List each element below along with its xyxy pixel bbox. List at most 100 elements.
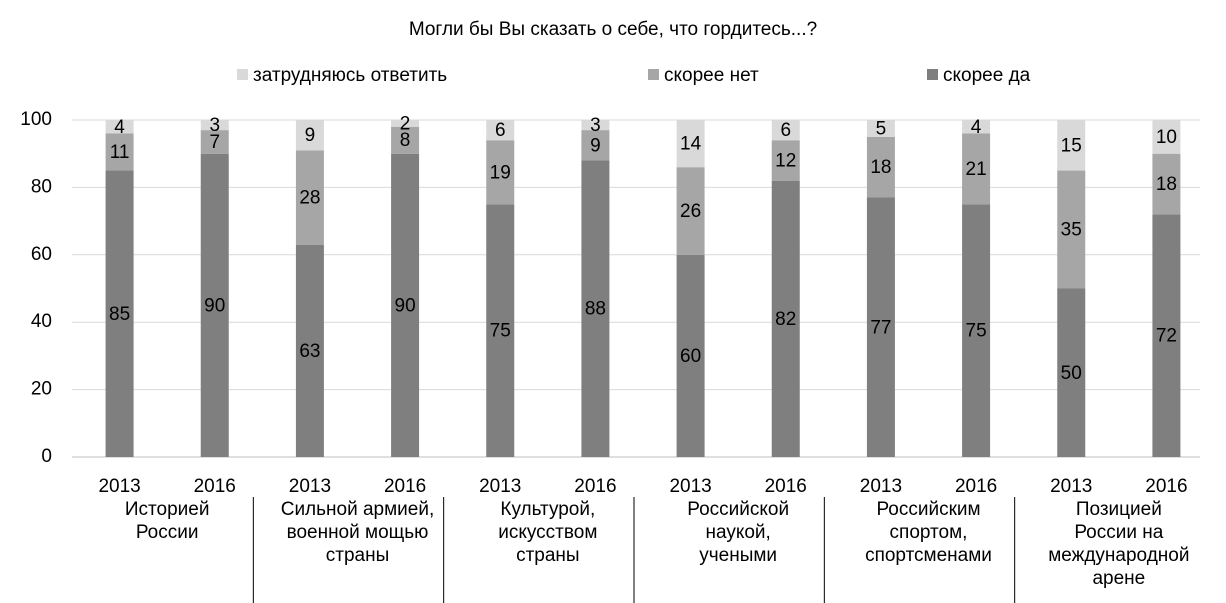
bar-segment	[200, 120, 229, 131]
x-tick-label: 2016	[765, 476, 807, 497]
bar-segment	[295, 244, 324, 457]
group-label: Сильной армией, военной мощью страны	[280, 499, 435, 566]
bar-segment	[295, 150, 324, 245]
bar-segment	[1152, 120, 1181, 154]
x-tick-label: 2013	[1050, 476, 1092, 497]
y-tick-label: 60	[31, 244, 52, 265]
legend-swatch	[237, 69, 248, 80]
data-label: 75	[490, 321, 511, 342]
data-label: 18	[870, 157, 891, 178]
group-label: Российским спортом, спортсменами	[865, 499, 992, 566]
x-tick-label: 2013	[98, 476, 140, 497]
data-label: 14	[680, 134, 702, 155]
bar-segment	[581, 120, 610, 131]
data-label: 88	[585, 299, 606, 320]
x-tick-label: 2013	[669, 476, 711, 497]
group-label: Позицией России на международной арене	[1048, 499, 1190, 589]
x-tick-label: 2016	[955, 476, 997, 497]
x-tick-label: 2016	[384, 476, 426, 497]
bar-segment	[486, 204, 515, 457]
x-tick-label: 2016	[194, 476, 236, 497]
bar-segment	[105, 120, 134, 134]
data-label: 8	[400, 130, 411, 151]
bar-segment	[962, 133, 991, 205]
data-label: 21	[966, 159, 987, 180]
bar-segment	[866, 136, 895, 198]
data-label: 12	[775, 150, 796, 171]
data-label: 50	[1061, 363, 1082, 384]
group-label: Российской наукой, учеными	[687, 499, 790, 566]
x-tick-label: 2016	[1145, 476, 1187, 497]
data-label: 60	[680, 346, 701, 367]
data-label: 9	[305, 125, 316, 146]
y-tick-label: 0	[41, 446, 52, 467]
data-label: 18	[1156, 174, 1177, 195]
x-tick-label: 2013	[479, 476, 521, 497]
bar-segment	[676, 120, 705, 168]
bar-segment	[1057, 170, 1086, 289]
data-label: 26	[680, 201, 701, 222]
legend-label: затрудняюсь ответить	[253, 65, 447, 86]
data-label: 63	[299, 341, 320, 362]
legend-label: скорее нет	[664, 65, 759, 86]
bar-segment	[200, 130, 229, 154]
bar-segment	[676, 167, 705, 255]
bar-segment	[581, 130, 610, 161]
y-tick-label: 20	[31, 379, 52, 400]
legend-label: скорее да	[943, 65, 1031, 86]
data-label: 85	[109, 304, 130, 325]
data-label: 15	[1061, 135, 1082, 156]
bar-segment	[962, 204, 991, 457]
y-tick-label: 40	[31, 311, 52, 332]
data-label: 72	[1156, 326, 1177, 347]
data-label: 11	[110, 142, 130, 163]
data-label: 82	[775, 309, 796, 330]
y-tick-label: 100	[20, 109, 52, 130]
legend-swatch	[648, 69, 659, 80]
bar-segment	[866, 197, 895, 457]
bar-segment	[200, 153, 229, 457]
data-label: 35	[1061, 220, 1082, 241]
data-label: 9	[590, 135, 601, 156]
bar-segment	[391, 120, 420, 127]
bar-segment	[391, 153, 420, 457]
bar-segment	[771, 120, 800, 141]
data-label: 6	[780, 120, 791, 141]
data-label: 90	[204, 295, 225, 316]
data-label: 4	[114, 117, 125, 138]
bar-segment	[391, 126, 420, 154]
data-label: 5	[876, 118, 887, 139]
y-tick-label: 80	[31, 176, 52, 197]
data-label: 3	[590, 115, 601, 136]
data-label: 77	[870, 317, 891, 338]
bar-segment	[1057, 288, 1086, 457]
data-label: 10	[1156, 127, 1177, 148]
bar-segment	[1152, 214, 1181, 457]
bar-segment	[105, 170, 134, 458]
data-label: 28	[299, 188, 320, 209]
bar-segment	[962, 120, 991, 134]
chart-title: Могли бы Вы сказать о себе, что гордитес…	[409, 19, 817, 40]
bar-segment	[486, 140, 515, 205]
data-label: 7	[209, 132, 220, 153]
bar-segment	[1057, 120, 1086, 171]
bar-segment	[676, 254, 705, 457]
data-label: 6	[495, 120, 506, 141]
data-label: 2	[400, 113, 411, 134]
bar-segment	[581, 160, 610, 457]
data-label: 90	[395, 295, 416, 316]
bar-segment	[1152, 153, 1181, 215]
x-tick-label: 2016	[574, 476, 616, 497]
data-label: 75	[966, 321, 987, 342]
group-label: Культурой, искусством страны	[498, 499, 598, 566]
bar-segment	[295, 120, 324, 151]
data-label: 19	[490, 162, 511, 183]
legend-swatch	[927, 69, 938, 80]
group-label: Историей России	[124, 499, 210, 543]
data-label: 4	[971, 117, 982, 138]
data-label: 3	[209, 115, 220, 136]
bar-segment	[866, 120, 895, 137]
bar-segment	[486, 120, 515, 141]
